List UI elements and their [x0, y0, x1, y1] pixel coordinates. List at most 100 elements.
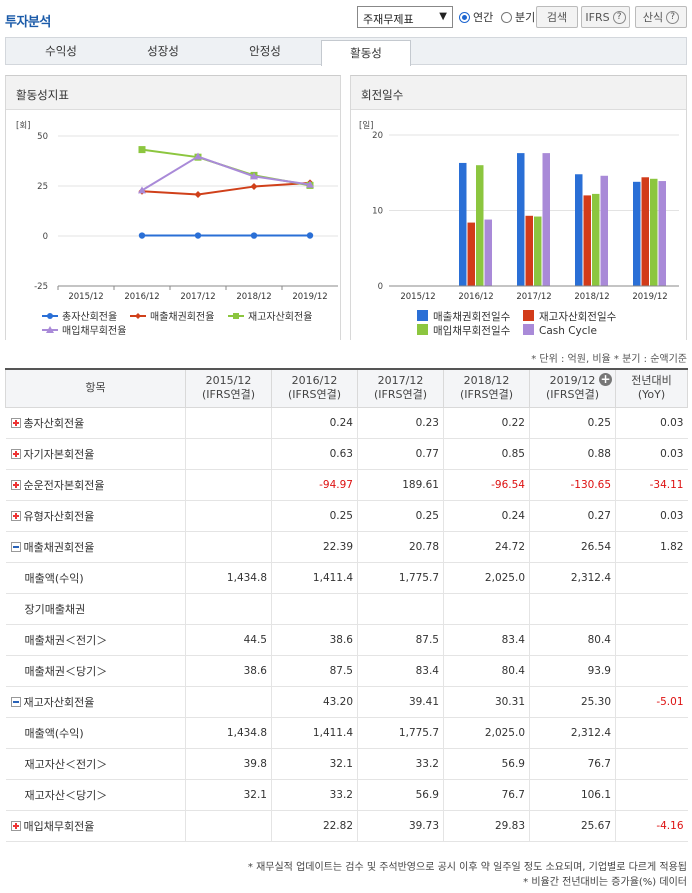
expand-icon[interactable] — [10, 448, 21, 459]
formula-button[interactable]: 산식 ? — [635, 6, 687, 28]
value-cell: 87.5 — [357, 624, 444, 656]
collapse-icon[interactable] — [10, 541, 21, 552]
x-tick-label: 2019/12 — [292, 292, 327, 302]
row-label[interactable]: 재고자산회전율 — [5, 686, 186, 718]
bar — [658, 181, 666, 286]
expand-icon[interactable] — [10, 417, 21, 428]
legend-label: 매입채무회전일수 — [433, 324, 511, 337]
row-label-text: 재고자산＜전기＞ — [24, 757, 108, 771]
row-label[interactable]: 순운전자본회전율 — [5, 469, 186, 501]
yoy-cell: 0.03 — [615, 407, 688, 439]
yoy-cell — [615, 748, 688, 780]
x-tick-label: 2019/12 — [632, 292, 667, 302]
y-tick-label: 10 — [372, 207, 383, 217]
y-tick-label: 25 — [37, 182, 48, 192]
value-cell: 38.6 — [271, 624, 358, 656]
bar — [517, 153, 525, 286]
col-header: 2016/12 (IFRS연결) — [271, 368, 358, 408]
data-point — [306, 180, 314, 188]
bar — [484, 219, 492, 286]
activity-table: 항목 2015/12 (IFRS연결) 2016/12 (IFRS연결) 2017/… — [5, 368, 688, 842]
radio-quarter[interactable]: 분기 — [501, 9, 535, 25]
row-label[interactable]: 자기자본회전율 — [5, 438, 186, 470]
turnover-days-bar-chart: [일]20 10 0 2015/12 2016/12 2017/12 2018/12 2019… — [359, 121, 679, 337]
table-row[interactable]: 재고자산회전율 43.20 39.41 30.31 25.30 -5.01 — [5, 686, 688, 718]
row-label[interactable]: 매입채무회전율 — [5, 810, 186, 842]
expand-icon[interactable] — [10, 820, 21, 831]
table-row[interactable]: 매입채무회전율 22.82 39.73 29.83 25.67 -4.16 — [5, 810, 688, 842]
value-cell — [185, 500, 272, 532]
value-cell: 25.67 — [529, 810, 616, 842]
tab-stability[interactable]: 안정성 — [249, 44, 281, 58]
row-label-text: 매출채권＜당기＞ — [24, 664, 108, 678]
chevron-down-icon: ▼ — [439, 11, 447, 22]
turnover-days-title: 회전일수 — [351, 76, 686, 110]
row-label[interactable]: 총자산회전율 — [5, 407, 186, 439]
legend-swatch — [523, 310, 534, 321]
row-label: 재고자산＜당기＞ — [5, 779, 186, 811]
row-label[interactable]: 매출채권회전율 — [5, 531, 186, 563]
value-cell — [185, 810, 272, 842]
value-cell: 33.2 — [357, 748, 444, 780]
value-cell: 2,312.4 — [529, 562, 616, 594]
row-label: 장기매출채권 — [5, 593, 186, 625]
bar — [600, 175, 608, 286]
tab-activity[interactable]: 활동성 — [321, 40, 411, 66]
radio-quarter-label: 분기 — [515, 11, 536, 24]
y-tick-label: 0 — [378, 282, 383, 292]
table-row: 재고자산＜전기＞ 39.8 32.1 33.2 56.9 76.7 — [5, 748, 688, 780]
y-unit-label: [일] — [359, 121, 373, 131]
bar — [467, 222, 475, 286]
bar — [476, 165, 484, 286]
expand-icon[interactable] — [10, 479, 21, 490]
help-icon: ? — [612, 10, 626, 24]
add-column-icon[interactable]: + — [599, 372, 612, 386]
data-point — [138, 186, 146, 194]
radio-annual[interactable]: 연간 — [459, 9, 493, 25]
unit-note: * 단위 : 억원, 비율 * 분기 : 순액기준 — [531, 354, 687, 365]
value-cell: 189.61 — [357, 469, 444, 501]
value-cell: 0.88 — [529, 438, 616, 470]
legend-label: 매입채무회전율 — [62, 324, 126, 337]
ifrs-button[interactable]: IFRS ? — [581, 6, 630, 28]
value-cell: 38.6 — [185, 655, 272, 687]
legend-swatch — [417, 310, 428, 321]
table-row[interactable]: 자기자본회전율 0.63 0.77 0.85 0.88 0.03 — [5, 438, 688, 470]
tab-growth[interactable]: 성장성 — [147, 44, 179, 58]
table-row[interactable]: 매출채권회전율 22.39 20.78 24.72 26.54 1.82 — [5, 531, 688, 563]
bar — [575, 174, 583, 286]
tab-profitability[interactable]: 수익성 — [45, 44, 77, 58]
yoy-cell — [615, 779, 688, 811]
legend-label: 총자산회전율 — [62, 311, 117, 323]
legend-marker — [46, 326, 54, 333]
x-tick-label: 2016/12 — [124, 292, 159, 302]
yoy-cell: -4.16 — [615, 810, 688, 842]
footnote-yoy: * 비율간 전년대비는 증가율(%) 데이터 — [523, 877, 687, 888]
table-row[interactable]: 순운전자본회전율 -94.97 189.61 -96.54 -130.65 -34.11 — [5, 469, 688, 501]
legend-label: 매출채권회전일수 — [433, 310, 511, 323]
bar — [534, 216, 542, 286]
data-point — [194, 232, 202, 239]
row-label-text: 매출액(수익) — [24, 726, 84, 740]
row-label[interactable]: 유형자산회전율 — [5, 500, 186, 532]
data-point — [194, 190, 202, 198]
value-cell: 93.9 — [529, 655, 616, 687]
search-button[interactable]: 검색 — [536, 6, 578, 28]
data-point — [138, 232, 146, 239]
value-cell: 0.27 — [529, 500, 616, 532]
row-label-text: 매출채권회전율 — [23, 540, 95, 554]
x-tick-label: 2015/12 — [68, 292, 103, 302]
value-cell: 0.25 — [357, 500, 444, 532]
legend-marker — [233, 313, 239, 319]
table-row[interactable]: 유형자산회전율 0.25 0.25 0.24 0.27 0.03 — [5, 500, 688, 532]
value-cell: 44.5 — [185, 624, 272, 656]
table-row[interactable]: 총자산회전율 0.24 0.23 0.22 0.25 0.03 — [5, 407, 688, 439]
report-type-select[interactable]: 주재무제표 ▼ — [357, 6, 453, 28]
collapse-icon[interactable] — [10, 696, 21, 707]
value-cell: 26.54 — [529, 531, 616, 563]
yoy-cell: -34.11 — [615, 469, 688, 501]
value-cell — [185, 438, 272, 470]
legend-label: 재고자산회전율 — [248, 311, 312, 323]
value-cell: 0.24 — [443, 500, 530, 532]
expand-icon[interactable] — [10, 510, 21, 521]
